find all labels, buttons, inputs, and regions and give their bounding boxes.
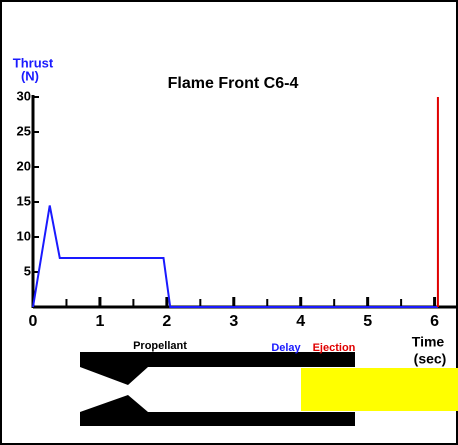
motor-casing-bottom xyxy=(80,395,355,426)
delay-label: Delay xyxy=(271,342,301,354)
x-tick-label: 1 xyxy=(95,313,104,330)
y-tick-label: 25 xyxy=(17,123,31,138)
y-tick-label: 5 xyxy=(24,263,31,278)
motor-casing-top xyxy=(80,352,355,385)
y-tick-label: 20 xyxy=(17,158,31,173)
chart-title: Flame Front C6-4 xyxy=(168,75,299,92)
ejection-label: Ejection xyxy=(313,342,356,354)
y-tick-label: 15 xyxy=(17,193,31,208)
x-tick-label: 4 xyxy=(296,313,305,330)
flame-front xyxy=(301,368,458,411)
y-label: Thrust xyxy=(13,55,54,70)
x-tick-label: 5 xyxy=(363,313,372,330)
y-tick-label: 30 xyxy=(17,88,31,103)
x-tick-label: 3 xyxy=(229,313,238,330)
y-tick-label: 10 xyxy=(17,228,31,243)
x-label: (sec) xyxy=(414,351,447,367)
propellant-label: Propellant xyxy=(133,340,187,352)
y-label: (N) xyxy=(21,68,39,83)
x-tick-label: 6 xyxy=(430,313,439,330)
motor-diagram xyxy=(80,352,458,426)
x-label: Time xyxy=(412,334,445,350)
thrust-line xyxy=(32,205,438,308)
x-tick-label: 0 xyxy=(29,313,38,330)
x-tick-label: 2 xyxy=(162,313,171,330)
